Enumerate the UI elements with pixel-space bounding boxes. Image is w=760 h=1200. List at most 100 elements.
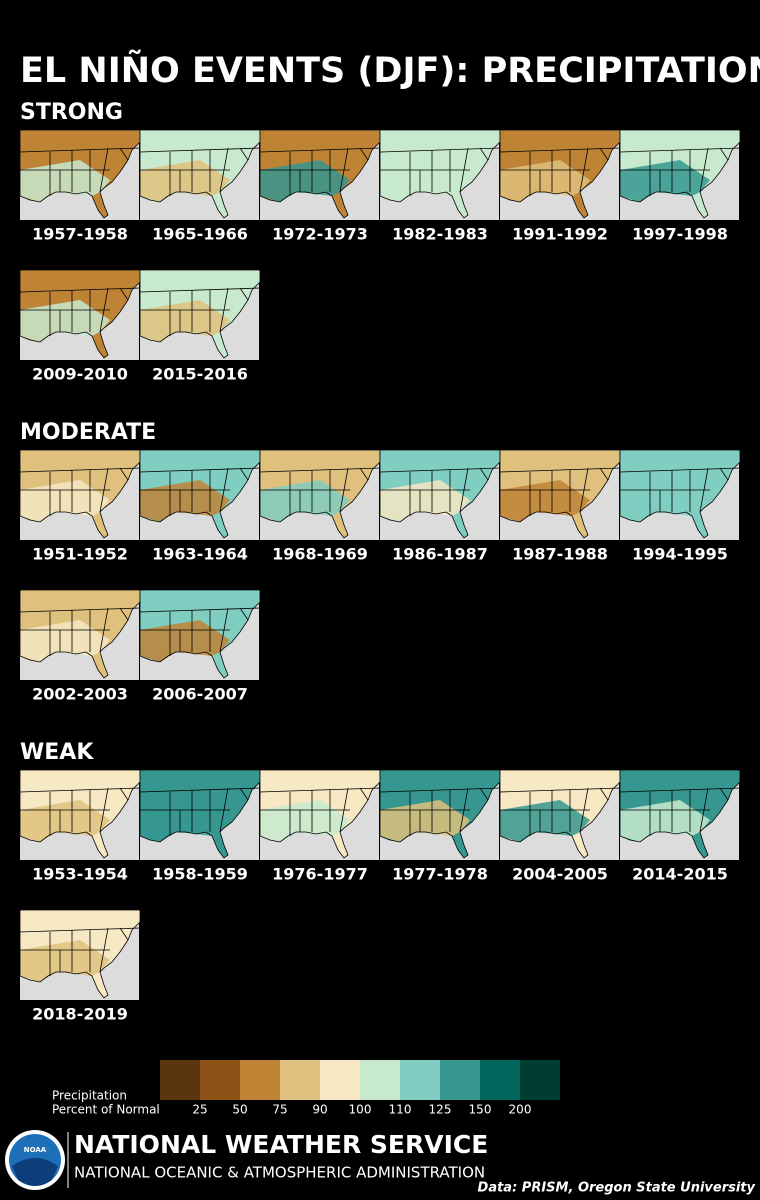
map-region (500, 480, 590, 522)
map-region (20, 160, 110, 202)
map-year: 1953-1954 (32, 865, 128, 884)
map-thumbnail (139, 269, 261, 360)
map-region (260, 800, 350, 842)
map-borders (259, 787, 381, 836)
map-year: 2014-2015 (632, 865, 728, 884)
map-coast (19, 769, 141, 859)
map-year: 1987-1988 (512, 545, 608, 564)
map-thumbnail (19, 269, 141, 360)
map-thumbnail (259, 449, 381, 540)
map-year: 1972-1973 (272, 225, 368, 244)
map-borders (19, 147, 141, 196)
map-borders (19, 787, 141, 836)
footer: NOAA NATIONAL WEATHER SERVICE NATIONAL O… (5, 1130, 756, 1196)
logo-text: NOAA (24, 1146, 47, 1154)
map-year: 2018-2019 (32, 1005, 128, 1024)
map-region (260, 480, 350, 522)
map-coast (19, 129, 141, 219)
map-coast (619, 449, 741, 539)
map-region (620, 160, 710, 202)
legend-tick: 75 (272, 1103, 287, 1117)
map-thumbnail (259, 129, 381, 220)
legend-title: Percent of Normal (52, 1103, 160, 1117)
map-region (20, 620, 110, 662)
map-borders (139, 147, 261, 196)
map-region (380, 160, 470, 202)
map-region (140, 480, 230, 522)
map-region (20, 300, 110, 342)
legend-tick: 90 (312, 1103, 327, 1117)
map-year: 1965-1966 (152, 225, 248, 244)
map-thumbnail (19, 769, 141, 860)
section-heading: STRONG (20, 100, 123, 125)
title: EL NIÑO EVENTS (DJF): PRECIPITATION (20, 49, 760, 91)
map-coast (499, 129, 621, 219)
map-thumbnail (19, 909, 141, 1000)
map-coast (19, 269, 141, 359)
map-region (380, 480, 470, 522)
map-borders (499, 787, 621, 836)
map-region (380, 800, 470, 842)
map-coast (379, 129, 501, 219)
map-borders (19, 607, 141, 656)
map-thumbnail (19, 449, 141, 540)
map-thumbnail (619, 129, 741, 220)
legend-swatch (280, 1060, 320, 1100)
map-region (620, 480, 710, 522)
map-coast (139, 269, 261, 359)
map-region (500, 800, 590, 842)
section-heading: WEAK (20, 740, 94, 765)
map-borders (379, 147, 501, 196)
legend-swatch (440, 1060, 480, 1100)
map-year: 2009-2010 (32, 365, 128, 384)
map-borders (19, 927, 141, 976)
legend-tick: 200 (509, 1103, 532, 1117)
agency: NATIONAL WEATHER SERVICE (74, 1130, 488, 1159)
legend-swatch (160, 1060, 200, 1100)
legend: Precipitation Percent of Normal 25 50 75 90… (52, 1060, 560, 1117)
map-coast (19, 589, 141, 679)
map-coast (619, 129, 741, 219)
map-thumbnail (379, 449, 501, 540)
map-year: 1963-1964 (152, 545, 248, 564)
map-thumbnail (139, 769, 261, 860)
map-thumbnail (379, 769, 501, 860)
map-thumbnail (499, 449, 621, 540)
map-coast (259, 449, 381, 539)
map-borders (259, 147, 381, 196)
map-year: 1976-1977 (272, 865, 368, 884)
legend-swatch (400, 1060, 440, 1100)
map-borders (19, 467, 141, 516)
map-year: 2015-2016 (152, 365, 248, 384)
map-coast (139, 589, 261, 679)
section-heading: MODERATE (20, 420, 156, 445)
map-borders (499, 467, 621, 516)
map-year: 1968-1969 (272, 545, 368, 564)
map-coast (139, 769, 261, 859)
map-thumbnail (139, 449, 261, 540)
map-borders (379, 467, 501, 516)
map-thumbnail (19, 589, 141, 680)
map-year: 1994-1995 (632, 545, 728, 564)
map-thumbnail (499, 129, 621, 220)
map-coast (19, 449, 141, 539)
map-region (260, 160, 350, 202)
map-coast (139, 129, 261, 219)
legend-swatch (520, 1060, 560, 1100)
map-year: 2002-2003 (32, 685, 128, 704)
subagency: NATIONAL OCEANIC & ATMOSPHERIC ADMINISTR… (74, 1164, 485, 1182)
map-coast (259, 769, 381, 859)
legend-swatch (240, 1060, 280, 1100)
map-borders (259, 467, 381, 516)
map-region (140, 620, 230, 662)
map-coast (19, 909, 141, 999)
map-thumbnail (259, 769, 381, 860)
map-region (140, 800, 230, 842)
legend-tick: 50 (232, 1103, 247, 1117)
map-coast (139, 449, 261, 539)
map-year: 1991-1992 (512, 225, 608, 244)
map-thumbnail (139, 589, 261, 680)
map-year: 1986-1987 (392, 545, 488, 564)
legend-swatch (320, 1060, 360, 1100)
